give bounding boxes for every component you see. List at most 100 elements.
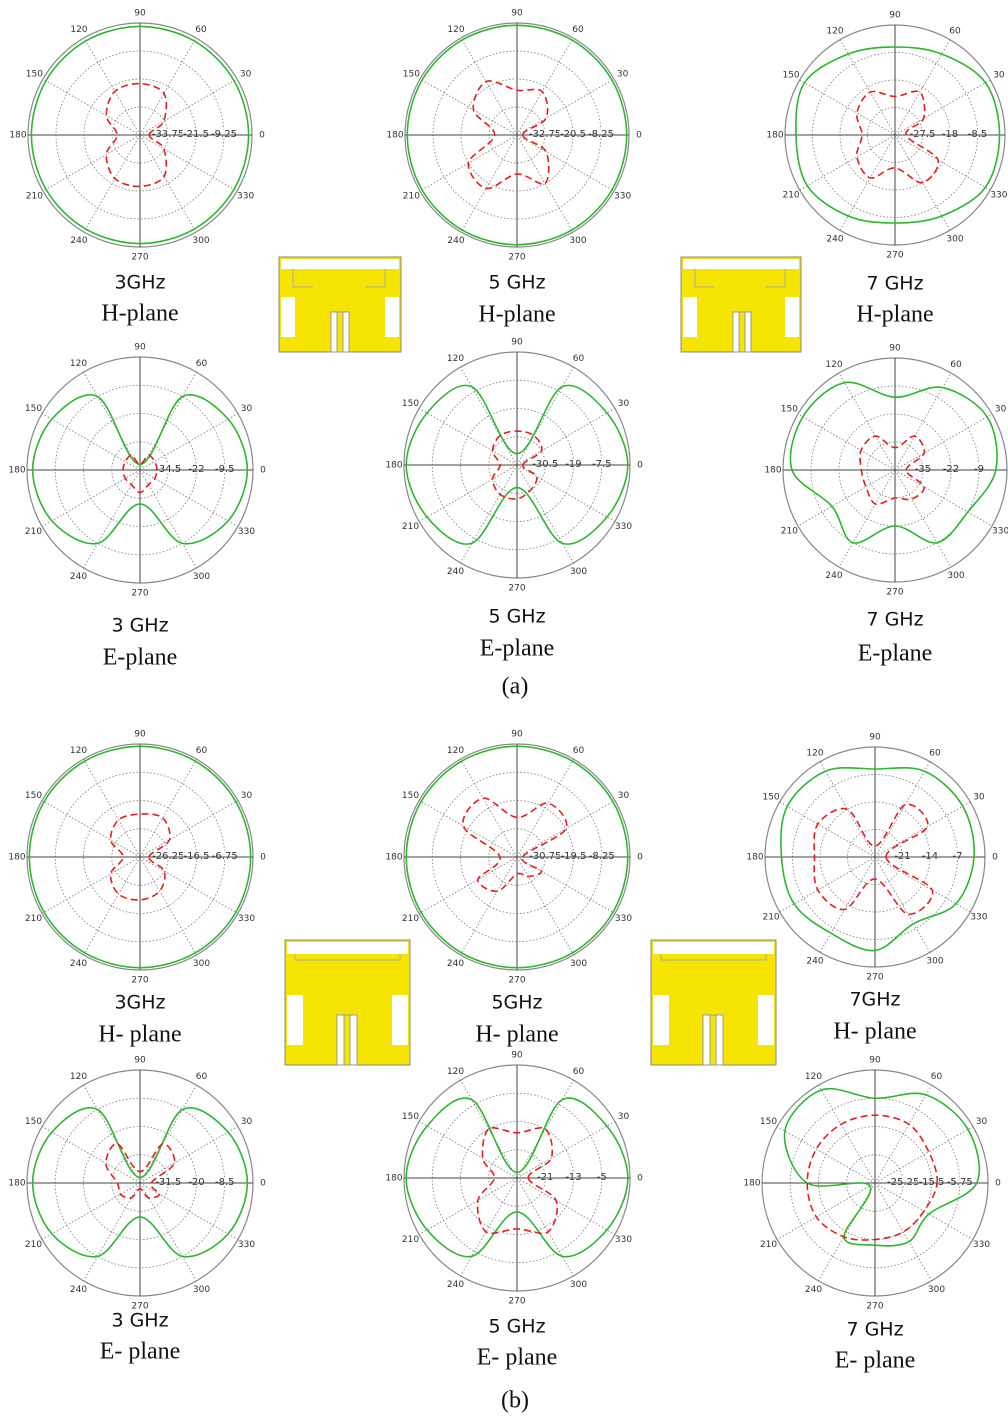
theta-tick-label: 210 [760,1240,777,1250]
theta-tick-label: 60 [573,1067,585,1077]
chart-title: 5 GHz [488,606,545,628]
chart-title: 5 GHz [488,1316,545,1338]
chart-subtitle: H-plane [478,302,555,328]
theta-tick-label: 0 [637,853,643,863]
spoke [516,408,616,466]
spoke [516,464,616,522]
theta-tick-label: 240 [805,1285,822,1295]
spoke [874,1182,932,1282]
spoke [41,1126,141,1184]
theta-tick-label: 330 [238,914,255,924]
theta-tick-label: 60 [929,749,941,759]
chart-subtitle: E- plane [477,1345,558,1371]
spoke [139,469,197,569]
spoke [42,134,141,192]
theta-tick-label: 300 [193,959,210,969]
theta-tick-label: 90 [511,9,523,19]
theta-tick-label: 240 [447,236,464,246]
spoke [41,856,141,914]
spoke [516,366,574,466]
spoke [779,856,876,913]
theta-tick-label: 270 [886,588,903,598]
theta-tick-label: 120 [447,746,464,756]
theta-tick-label: 180 [385,1174,402,1184]
spoke [83,758,141,858]
polar-chart: -31.5 -20 -8.5 0306090120150180210240270300… [8,1056,266,1365]
polar-chart: -32.75-20.5 -8.25 030609012015018021024027… [386,9,642,328]
theta-tick-label: 330 [614,192,631,202]
theta-tick-label: 210 [25,914,42,924]
theta-tick-label: 60 [196,359,208,369]
spoke [874,856,931,953]
spoke [460,1177,518,1277]
theta-tick-label: 330 [615,914,632,924]
theta-tick-label: 180 [746,853,763,863]
spoke [894,413,993,471]
spoke [418,1177,518,1235]
theta-tick-label: 60 [572,25,584,35]
spoke [460,37,518,136]
theta-tick-label: 150 [402,791,419,801]
theta-tick-label: 210 [402,1235,419,1245]
theta-tick-label: 330 [237,192,254,202]
theta-tick-label: 300 [569,236,586,246]
spoke [894,469,952,568]
theta-tick-label: 300 [947,571,964,581]
chart-subtitle: H- plane [833,1019,916,1045]
polar-chart: -35-22-903060901201501802102402703003307… [764,344,1008,667]
theta-tick-label: 0 [260,1179,266,1189]
spoke [776,1126,876,1184]
theta-tick-label: 330 [615,1235,632,1245]
theta-tick-label: 240 [70,236,87,246]
theta-tick-label: 180 [743,1179,760,1189]
spoke [797,413,896,471]
theta-tick-label: 60 [196,1072,208,1082]
theta-tick-label: 90 [511,730,523,740]
theta-tick-label: 240 [70,959,87,969]
theta-tick-label: 180 [764,466,781,476]
spoke [516,800,616,858]
pattern-curve [467,80,550,190]
spoke [83,1182,141,1282]
theta-tick-label: 330 [992,527,1008,537]
pattern-curve [783,1087,981,1247]
theta-tick-label: 150 [402,1112,419,1122]
theta-tick-label: 240 [447,567,464,577]
spoke [460,856,518,956]
theta-tick-label: 0 [992,853,998,863]
chart-subtitle: H- plane [475,1022,558,1048]
theta-tick-label: 210 [402,522,419,532]
theta-tick-label: 30 [240,70,252,80]
spoke [460,758,518,858]
spoke [139,1182,239,1240]
spoke [894,372,952,471]
polar-chart: -25.25 -15.5 -5.75 030609012015018021024027… [743,1056,1001,1374]
pattern-curve [813,803,934,915]
spoke [516,1079,574,1179]
spoke [139,134,238,192]
spoke [139,413,239,471]
theta-tick-label: 180 [385,853,402,863]
spoke [874,1084,932,1184]
theta-tick-label: 60 [950,360,962,370]
theta-tick-label: 240 [806,956,823,966]
chart-subtitle: E- plane [100,1339,181,1365]
polar-chart: -21 -13 -5 03060901201501802102402703003305… [385,1051,643,1371]
theta-tick-label: 180 [8,853,25,863]
spoke [418,1121,518,1179]
polar-chart: -30.5 -19 -7.5 0306090120150180210240270300… [385,338,643,662]
spoke [818,1084,876,1184]
theta-tick-label: 90 [869,1056,881,1066]
theta-tick-label: 0 [260,466,266,476]
theta-tick-label: 30 [618,399,630,409]
theta-tick-label: 210 [25,1240,42,1250]
chart-title: 7GHz [849,989,900,1011]
theta-tick-label: 300 [192,236,209,246]
theta-tick-label: 120 [70,25,87,35]
theta-tick-label: 0 [637,461,643,471]
pattern-curve [462,797,568,893]
pattern-curve [491,430,543,500]
theta-tick-label: 240 [826,234,843,244]
pattern-curve [789,381,998,544]
theta-tick-label: 180 [8,1179,25,1189]
